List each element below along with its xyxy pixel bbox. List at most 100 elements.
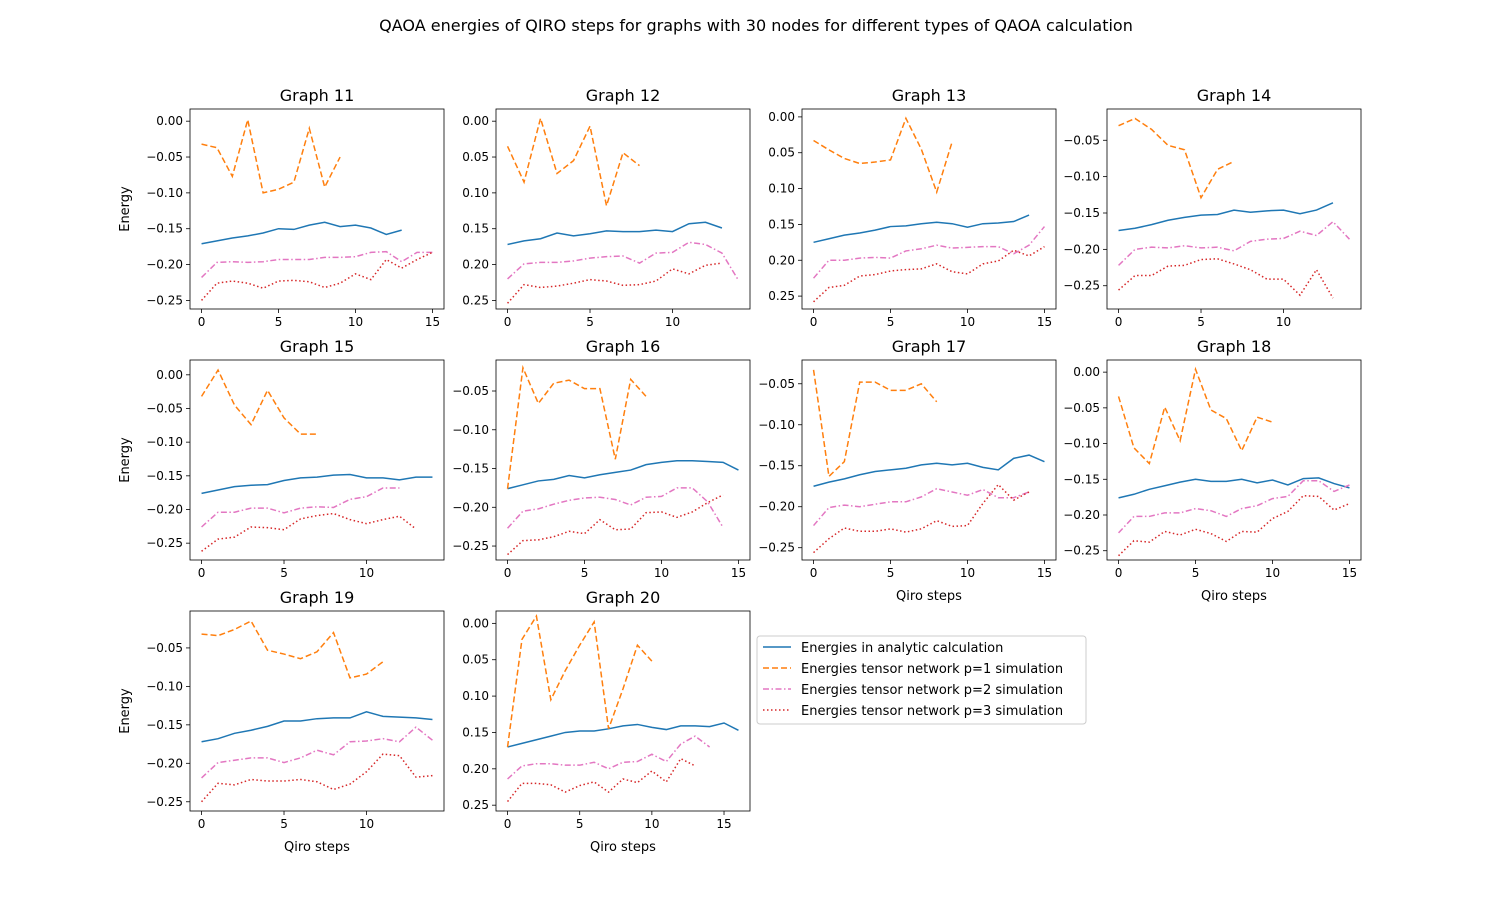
y-tick-label: −0.20	[146, 756, 183, 770]
x-tick-label: 5	[275, 315, 283, 329]
y-tick-label: −0.05	[146, 641, 183, 655]
y-tick-label: 0.25	[768, 289, 795, 303]
y-tick-label: −0.10	[1063, 437, 1100, 451]
series-line-3	[507, 241, 740, 281]
x-tick-label: 10	[665, 315, 680, 329]
subplot-6: 0 5 10 15 −0.05 −0.10 −0.15 −0.20 −0.25 Graph 16	[452, 337, 751, 580]
y-tick-label: −0.20	[146, 502, 183, 516]
y-tick-label: −0.25	[758, 541, 795, 555]
series-line-2	[506, 364, 647, 489]
x-tick-label: 0	[1115, 315, 1123, 329]
axes-frame	[189, 610, 445, 812]
axes-frame	[495, 108, 751, 310]
subplot-title: Graph 20	[586, 588, 661, 607]
y-axis-label: Energy	[118, 688, 133, 734]
y-tick-label: −0.10	[452, 423, 489, 437]
series-line-2	[1117, 366, 1273, 466]
y-tick-label: 0.10	[768, 182, 795, 196]
y-tick-label: −0.20	[758, 500, 795, 514]
series-line-1	[507, 460, 739, 490]
y-tick-label: 0.00	[156, 368, 183, 382]
y-tick-label: 0.05	[768, 146, 795, 160]
series-line-2	[1118, 117, 1235, 200]
y-tick-label: 0.10	[462, 186, 489, 200]
y-tick-label: −0.15	[146, 469, 183, 483]
x-tick-label: 5	[581, 566, 589, 580]
x-tick-label: 10	[644, 817, 659, 831]
x-axis-label: Qiro steps	[896, 589, 962, 604]
series-line-2	[200, 368, 317, 435]
x-tick-label: 0	[504, 566, 512, 580]
subplot-4: 0 5 10 −0.05 −0.10 −0.15 −0.20 −0.25 Graph 14	[1063, 86, 1362, 329]
x-tick-label: 10	[359, 566, 374, 580]
x-tick-label: 15	[1342, 566, 1357, 580]
y-tick-label: −0.20	[1063, 242, 1100, 256]
subplot-7: 0 5 10 15 −0.05 −0.10 −0.15 −0.20 −0.25 Graph 17 Q…	[758, 337, 1057, 604]
x-tick-label: 5	[280, 566, 288, 580]
y-tick-label: −0.15	[1063, 206, 1100, 220]
series-line-4	[506, 262, 723, 304]
y-tick-label: −0.15	[146, 718, 183, 732]
subplot-title: Graph 14	[1197, 86, 1272, 105]
axes-frame	[801, 108, 1057, 310]
y-tick-label: −0.05	[146, 150, 183, 164]
series-line-1	[1118, 477, 1350, 499]
axes-frame	[495, 610, 751, 812]
subplot-title: Graph 16	[586, 337, 661, 356]
x-tick-label: 10	[960, 315, 975, 329]
y-tick-label: −0.05	[1063, 401, 1100, 415]
y-axis-label: Energy	[118, 186, 133, 232]
legend: Energies in analytic calculation Energies…	[756, 635, 1087, 725]
y-tick-label: 0.00	[1073, 365, 1100, 379]
series-line-3	[812, 487, 1030, 527]
series-line-4	[1118, 258, 1334, 299]
subplot-8: 0 5 10 15 0.00 −0.05 −0.10 −0.15 −0.20 −0.25 Graph…	[1063, 337, 1362, 604]
y-tick-label: −0.25	[146, 293, 183, 307]
series-line-1	[507, 221, 723, 246]
y-tick-label: 0.15	[462, 222, 489, 236]
series-line-1	[1118, 202, 1334, 232]
x-axis-label: Qiro steps	[590, 840, 656, 855]
subplot-title: Graph 15	[280, 337, 355, 356]
subplot-grid: 0 5 10 15 0.00 −0.05 −0.10 −0.15 −0.20 −0.25 Graph…	[118, 86, 1362, 855]
y-tick-label: −0.05	[452, 384, 489, 398]
x-tick-label: 5	[1192, 566, 1200, 580]
series-line-1	[201, 221, 402, 245]
axes-frame	[189, 359, 445, 561]
y-tick-label: −0.15	[1063, 472, 1100, 486]
y-tick-label: −0.05	[1063, 133, 1100, 147]
series-line-2	[812, 369, 938, 478]
series-line-4	[507, 494, 724, 556]
y-tick-label: 0.25	[462, 798, 489, 812]
x-tick-label: 0	[198, 315, 206, 329]
axes-frame	[1106, 359, 1362, 561]
subplot-title: Graph 11	[280, 86, 355, 105]
series-line-1	[813, 214, 1030, 244]
x-tick-label: 0	[198, 817, 206, 831]
x-tick-label: 15	[1037, 566, 1052, 580]
y-tick-label: −0.25	[146, 795, 183, 809]
y-tick-label: −0.25	[146, 536, 183, 550]
y-tick-label: −0.25	[452, 539, 489, 553]
subplot-9: 0 5 10 −0.05 −0.10 −0.15 −0.20 −0.25 Graph 19 Qir…	[118, 588, 445, 855]
x-tick-label: 0	[504, 817, 512, 831]
series-line-1	[813, 454, 1045, 487]
x-tick-label: 0	[810, 566, 818, 580]
y-tick-label: −0.05	[146, 401, 183, 415]
series-line-3	[812, 226, 1046, 279]
y-tick-label: −0.20	[1063, 508, 1100, 522]
subplot-2: 0 5 10 0.00 0.05 0.10 0.15 0.20 0.25 Graph 12	[462, 86, 751, 329]
x-tick-label: 5	[576, 817, 584, 831]
y-tick-label: 0.20	[768, 253, 795, 267]
x-tick-label: 0	[810, 315, 818, 329]
axes-frame	[1106, 108, 1362, 310]
y-tick-label: 0.00	[768, 110, 795, 124]
subplot-10: 0 5 10 15 0.00 0.05 0.10 0.15 0.20 0.25 Graph 20 Qi…	[462, 588, 751, 855]
x-axis-label: Qiro steps	[284, 840, 350, 855]
y-tick-label: 0.05	[462, 150, 489, 164]
series-line-2	[506, 614, 653, 748]
x-tick-label: 15	[1037, 315, 1052, 329]
y-tick-label: 0.15	[768, 217, 795, 231]
axes-frame	[495, 359, 751, 561]
